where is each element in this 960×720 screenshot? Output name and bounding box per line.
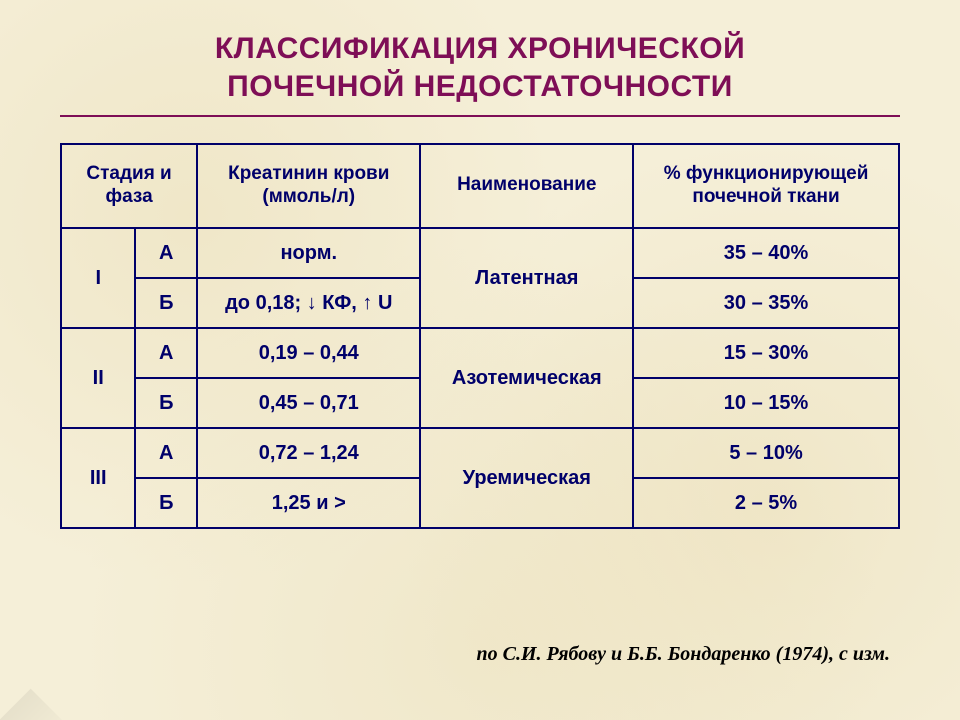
cell-phase: А (135, 428, 197, 478)
slide: КЛАССИФИКАЦИЯ ХРОНИЧЕСКОЙ ПОЧЕЧНОЙ НЕДОС… (0, 0, 960, 720)
cell-creatinine: 0,19 – 0,44 (197, 328, 420, 378)
cell-functioning: 10 – 15% (633, 378, 899, 428)
cell-functioning: 35 – 40% (633, 228, 899, 278)
classification-table: Стадия и фаза Креатинин крови (ммоль/л) … (60, 143, 900, 529)
cell-creatinine: 1,25 и > (197, 478, 420, 528)
cell-phase: Б (135, 478, 197, 528)
cell-stage: III (61, 428, 135, 528)
cell-functioning: 2 – 5% (633, 478, 899, 528)
cell-functioning: 5 – 10% (633, 428, 899, 478)
table-row: II А 0,19 – 0,44 Азотемическая 15 – 30% (61, 328, 899, 378)
title-line-2: ПОЧЕЧНОЙ НЕДОСТАТОЧНОСТИ (227, 70, 733, 103)
page-curl-icon (0, 658, 62, 720)
cell-creatinine: 0,45 – 0,71 (197, 378, 420, 428)
cell-creatinine: 0,72 – 1,24 (197, 428, 420, 478)
table-row: III А 0,72 – 1,24 Уремическая 5 – 10% (61, 428, 899, 478)
cell-functioning: 30 – 35% (633, 278, 899, 328)
cell-phase: А (135, 328, 197, 378)
cell-stage: II (61, 328, 135, 428)
cell-phase: Б (135, 378, 197, 428)
footnote: по С.И. Рябову и Б.Б. Бондаренко (1974),… (476, 643, 890, 666)
table-header-row: Стадия и фаза Креатинин крови (ммоль/л) … (61, 144, 899, 228)
col-header-stage-phase: Стадия и фаза (61, 144, 197, 228)
cell-name: Азотемическая (420, 328, 633, 428)
table-row: I А норм. Латентная 35 – 40% (61, 228, 899, 278)
cell-phase: А (135, 228, 197, 278)
slide-title: КЛАССИФИКАЦИЯ ХРОНИЧЕСКОЙ ПОЧЕЧНОЙ НЕДОС… (60, 30, 900, 105)
cell-creatinine: норм. (197, 228, 420, 278)
title-underline (60, 115, 900, 117)
title-line-1: КЛАССИФИКАЦИЯ ХРОНИЧЕСКОЙ (215, 32, 745, 65)
cell-name: Уремическая (420, 428, 633, 528)
col-header-functioning: % функционирующей почечной ткани (633, 144, 899, 228)
col-header-name: Наименование (420, 144, 633, 228)
col-header-creatinine: Креатинин крови (ммоль/л) (197, 144, 420, 228)
cell-phase: Б (135, 278, 197, 328)
cell-stage: I (61, 228, 135, 328)
cell-name: Латентная (420, 228, 633, 328)
cell-functioning: 15 – 30% (633, 328, 899, 378)
cell-creatinine: до 0,18; ↓ КФ, ↑ U (197, 278, 420, 328)
